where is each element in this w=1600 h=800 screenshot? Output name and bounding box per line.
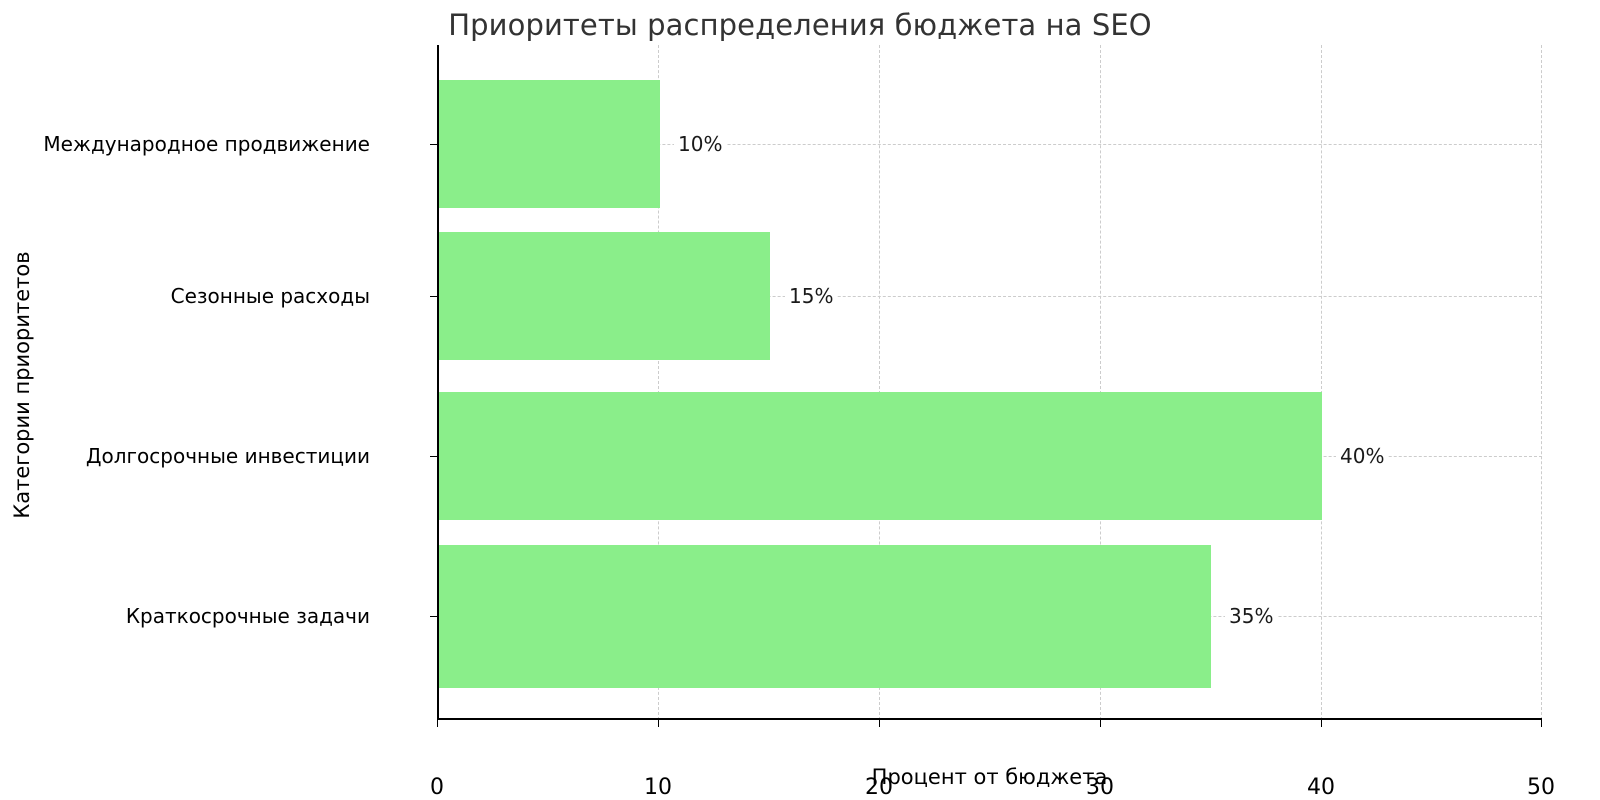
- bar-1[interactable]: [439, 232, 770, 360]
- axis-spine-bottom: [437, 718, 1542, 720]
- x-axis-title: Процент от бюджета: [871, 765, 1108, 789]
- gridline-vertical-50: [1541, 45, 1542, 720]
- chart-title: Приоритеты распределения бюджета на SEO: [448, 8, 1152, 42]
- ytick-label-2: Долгосрочные инвестиции: [85, 444, 370, 468]
- xtick-label-40: 40: [1307, 775, 1335, 800]
- bar-value-label-0: 10%: [674, 133, 727, 155]
- ytick-label-0: Международное продвижение: [43, 132, 370, 156]
- bar-3[interactable]: [439, 545, 1211, 688]
- xtick-label-10: 10: [644, 775, 672, 800]
- axis-spine-left: [437, 45, 439, 720]
- xtick-label-20: 20: [865, 775, 893, 800]
- ytick-mark-0: [430, 144, 437, 145]
- xtick-mark-10: [658, 720, 659, 727]
- gridline-horizontal-1: [437, 296, 1542, 297]
- y-axis-title: Категории приоритетов: [10, 251, 34, 519]
- ytick-mark-2: [430, 456, 437, 457]
- bar-value-label-2: 40%: [1336, 445, 1389, 467]
- xtick-label-0: 0: [430, 775, 444, 800]
- bar-2[interactable]: [439, 392, 1322, 520]
- xtick-mark-20: [879, 720, 880, 727]
- ytick-label-3: Краткосрочные задачи: [125, 604, 370, 628]
- gridline-vertical-40: [1321, 45, 1322, 720]
- xtick-label-30: 30: [1086, 775, 1114, 800]
- bar-value-label-3: 35%: [1225, 605, 1278, 627]
- xtick-mark-40: [1321, 720, 1322, 727]
- bar-0[interactable]: [439, 80, 660, 208]
- ytick-label-1: Сезонные расходы: [170, 284, 370, 308]
- xtick-mark-0: [437, 720, 438, 727]
- bar-value-label-1: 15%: [785, 285, 838, 307]
- gridline-vertical-20: [879, 45, 880, 720]
- gridline-horizontal-0: [437, 144, 1542, 145]
- xtick-mark-30: [1100, 720, 1101, 727]
- plot-area: 10% 15% 40% 35% Международное продвижени…: [43, 45, 1555, 800]
- xtick-mark-50: [1541, 720, 1542, 727]
- ytick-mark-1: [430, 296, 437, 297]
- gridline-vertical-30: [1100, 45, 1101, 720]
- gridline-vertical-10: [658, 45, 659, 720]
- ytick-mark-3: [430, 616, 437, 617]
- xtick-label-50: 50: [1527, 775, 1555, 800]
